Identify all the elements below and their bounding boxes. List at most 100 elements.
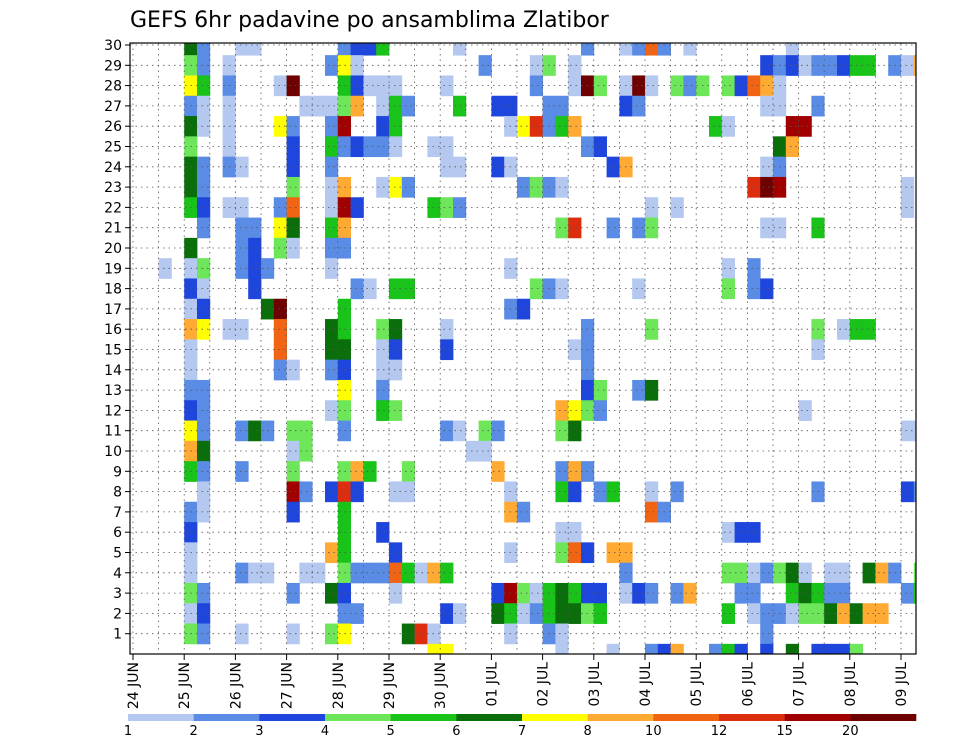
precip-cell — [593, 379, 607, 401]
precip-cell — [824, 643, 838, 655]
precip-cell — [529, 176, 543, 198]
precip-cell — [670, 643, 684, 655]
precip-cell — [670, 481, 684, 503]
precip-cell — [376, 75, 390, 97]
precip-cell — [721, 278, 735, 300]
precip-cell — [389, 481, 403, 503]
precip-cell — [184, 43, 198, 56]
precip-cell — [197, 55, 211, 76]
y-tick-label: 19 — [104, 261, 122, 277]
precip-cell — [376, 319, 390, 340]
color-legend: 1 2 3 4 5 6 7 8 10 12 15 20 — [124, 714, 917, 739]
precip-cell — [325, 237, 339, 259]
y-tick-label: 30 — [104, 38, 122, 54]
precip-cell — [529, 278, 543, 300]
plot-frame — [129, 42, 917, 655]
y-tick-label: 13 — [104, 383, 122, 399]
precip-cell — [453, 603, 467, 624]
x-tick-label: 25 JUN — [177, 662, 193, 709]
x-tick-label: 06 JUL — [740, 662, 756, 707]
precip-cell — [555, 542, 569, 564]
precip-cell — [286, 156, 300, 178]
precip-cell — [337, 197, 351, 218]
precip-cell — [785, 603, 799, 624]
precip-cell — [657, 643, 671, 655]
precip-cell — [325, 156, 339, 178]
precip-cell — [632, 95, 646, 117]
precip-cell — [862, 603, 876, 624]
precip-cell — [785, 643, 799, 655]
precip-cell — [325, 481, 339, 503]
y-tick-label: 14 — [104, 363, 122, 379]
precip-cell — [197, 176, 211, 198]
precip-cell — [568, 55, 582, 76]
precip-cell — [568, 420, 582, 442]
precip-cell — [721, 643, 735, 655]
precip-cell — [798, 582, 812, 604]
y-tick-label: 21 — [104, 221, 122, 237]
precip-cell — [325, 136, 339, 158]
precip-cell — [440, 156, 454, 178]
precip-cell — [478, 440, 492, 462]
precip-cell — [760, 643, 774, 655]
precip-cell — [440, 603, 454, 624]
precip-cell — [721, 258, 735, 279]
precip-cell — [632, 582, 646, 604]
precip-cell — [645, 43, 659, 56]
y-tick-label: 26 — [104, 119, 122, 135]
precip-cell — [645, 197, 659, 218]
precip-cell — [491, 461, 505, 482]
precip-cell — [337, 237, 351, 259]
precip-cell — [248, 43, 262, 56]
precip-cell — [568, 481, 582, 503]
precip-cell — [376, 562, 390, 584]
precip-cell — [401, 481, 415, 503]
precip-cell — [645, 643, 659, 655]
precip-cell — [414, 623, 428, 645]
precip-cell — [862, 319, 876, 340]
precip-cell — [235, 197, 249, 218]
precip-cell — [363, 278, 377, 300]
precip-cell — [197, 116, 211, 137]
precip-cell — [337, 43, 351, 56]
y-tick-label: 12 — [104, 403, 122, 419]
precip-cell — [197, 156, 211, 178]
y-tick-label: 17 — [104, 302, 122, 318]
legend-swatch — [522, 714, 588, 721]
x-tick-label: 09 JUL — [894, 662, 910, 707]
legend-label: 5 — [387, 724, 395, 739]
legend-swatch — [850, 714, 917, 721]
precip-cell — [273, 359, 287, 381]
precip-cell — [197, 95, 211, 117]
x-tick-label: 04 JUL — [638, 662, 654, 707]
precip-cell — [901, 197, 915, 218]
legend-label: 2 — [190, 724, 198, 739]
precip-cell — [529, 582, 543, 604]
precip-cell — [824, 562, 838, 584]
precip-cell — [197, 298, 211, 320]
precip-cell — [875, 603, 889, 624]
legend-label: 3 — [255, 724, 263, 739]
precip-cell — [709, 643, 723, 655]
precip-cell — [555, 603, 569, 624]
precip-cell — [286, 217, 300, 239]
precip-cell — [440, 339, 454, 361]
legend-label: 7 — [518, 724, 526, 739]
precip-cell — [197, 461, 211, 482]
precip-cell — [606, 156, 620, 178]
x-tick-label: 01 JUL — [484, 662, 500, 707]
precip-cell — [721, 562, 735, 584]
precip-cell — [401, 95, 415, 117]
precip-cell — [683, 43, 697, 56]
precip-cell — [337, 319, 351, 340]
y-tick-label: 1 — [113, 627, 122, 643]
precip-cell — [312, 562, 326, 584]
precip-cell — [721, 75, 735, 97]
legend-swatch — [456, 714, 523, 721]
precip-cell — [440, 643, 454, 655]
precip-cell — [632, 217, 646, 239]
precip-cell — [517, 298, 531, 320]
precip-cell — [325, 197, 339, 218]
precip-cell — [235, 420, 249, 442]
